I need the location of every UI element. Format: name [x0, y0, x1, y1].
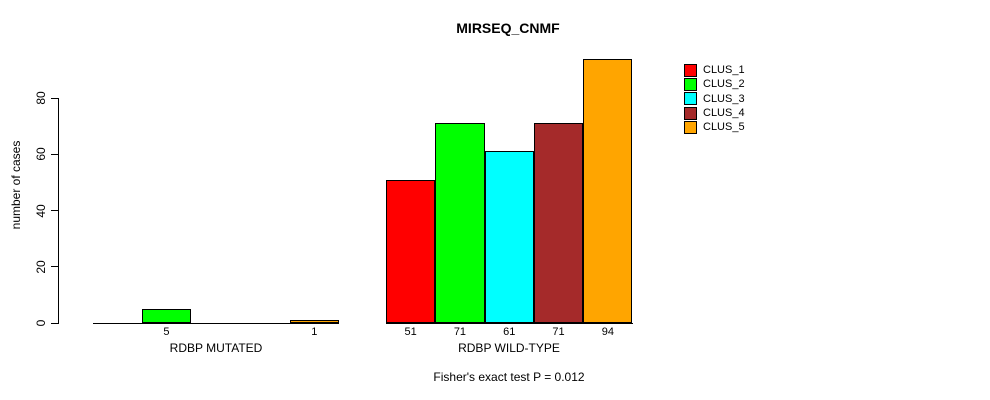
y-tick-mark: [51, 322, 58, 324]
legend-swatch-clus_4: [684, 106, 697, 120]
bar-value-label: 71: [552, 326, 565, 338]
y-tick-mark: [51, 97, 58, 99]
group-baseline: [386, 322, 633, 324]
y-tick-label: 20: [34, 260, 48, 274]
y-tick-mark: [51, 153, 58, 155]
y-tick-label: 0: [34, 319, 48, 327]
bar-clus_3-group2: [484, 151, 534, 323]
fisher-test-caption: Fisher's exact test P = 0.012: [433, 370, 585, 384]
legend-swatch-clus_5: [684, 120, 697, 134]
legend-swatch-clus_3: [684, 92, 697, 106]
bar-value-label: 1: [311, 326, 318, 338]
y-axis-line: [58, 98, 59, 324]
legend-label: CLUS_3: [703, 92, 745, 105]
legend-item-clus_4: CLUS_4: [684, 106, 745, 120]
legend-label: CLUS_5: [703, 121, 745, 134]
legend-item-clus_5: CLUS_5: [684, 120, 745, 134]
bar-clus_5-group2: [583, 58, 633, 323]
y-tick-label: 60: [34, 147, 48, 161]
y-tick-label: 40: [34, 203, 48, 218]
group-label-mutated: RDBP MUTATED: [169, 341, 263, 355]
bar-clus_5-group1: [289, 320, 339, 323]
bar-clus_1-group2: [386, 179, 436, 323]
legend-item-clus_3: CLUS_3: [684, 92, 745, 106]
bar-clus_2-group2: [435, 123, 485, 323]
legend-item-clus_1: CLUS_1: [684, 63, 745, 77]
legend-swatch-clus_2: [684, 77, 697, 91]
legend-label: CLUS_4: [703, 107, 745, 120]
y-tick-mark: [51, 210, 58, 211]
y-axis-title: number of cases: [9, 140, 23, 230]
y-tick-label: 80: [34, 91, 48, 105]
chart-title: MIRSEQ_CNMF: [456, 20, 560, 36]
y-tick-mark: [51, 266, 58, 268]
legend-label: CLUS_1: [703, 64, 745, 77]
group-label-wild-type: RDBP WILD-TYPE: [458, 341, 560, 355]
bar-clus_4-group2: [533, 123, 584, 323]
bar-value-label: 61: [503, 326, 516, 338]
legend-label: CLUS_2: [703, 78, 745, 91]
legend-swatch-clus_1: [684, 63, 697, 77]
group-baseline: [92, 322, 339, 324]
bar-clus_2-group1: [141, 308, 192, 323]
legend-item-clus_2: CLUS_2: [684, 77, 745, 91]
bar-value-label: 51: [404, 326, 417, 338]
bar-value-label: 71: [453, 326, 467, 338]
legend: CLUS_1 CLUS_2 CLUS_3 CLUS_4 CLUS_5: [684, 63, 745, 134]
bar-value-label: 94: [601, 326, 614, 338]
bar-value-label: 5: [163, 326, 170, 338]
